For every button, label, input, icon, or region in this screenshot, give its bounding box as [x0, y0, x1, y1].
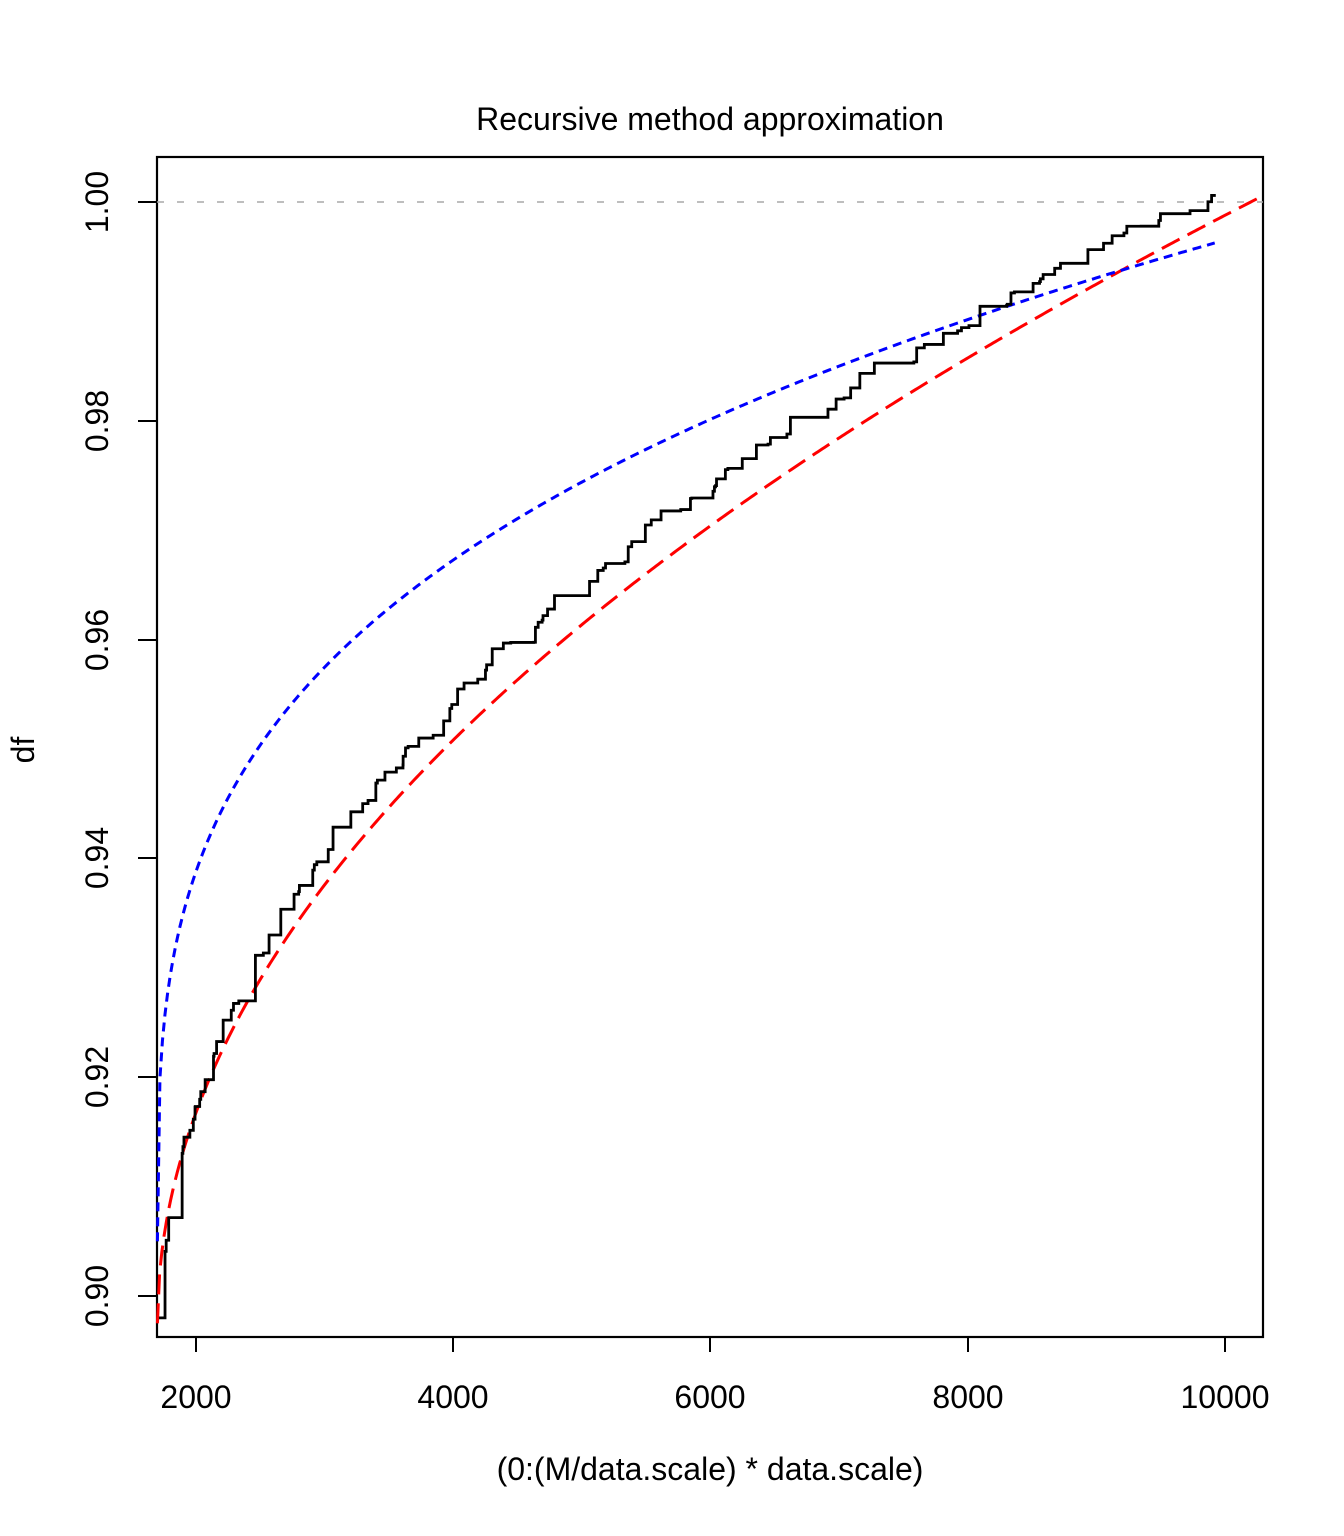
svg-text:0.92: 0.92 — [79, 1046, 115, 1108]
svg-text:df: df — [5, 737, 41, 764]
svg-text:4000: 4000 — [417, 1379, 488, 1415]
svg-text:0.94: 0.94 — [79, 827, 115, 889]
svg-text:8000: 8000 — [932, 1379, 1003, 1415]
svg-text:6000: 6000 — [674, 1379, 745, 1415]
svg-text:10000: 10000 — [1181, 1379, 1270, 1415]
svg-text:(0:(M/data.scale) * data.scale: (0:(M/data.scale) * data.scale) — [497, 1451, 924, 1487]
svg-text:Recursive method approximation: Recursive method approximation — [476, 101, 944, 137]
svg-text:0.90: 0.90 — [79, 1265, 115, 1327]
svg-text:0.96: 0.96 — [79, 609, 115, 671]
svg-text:1.00: 1.00 — [79, 171, 115, 233]
svg-text:2000: 2000 — [160, 1379, 231, 1415]
svg-text:0.98: 0.98 — [79, 390, 115, 452]
